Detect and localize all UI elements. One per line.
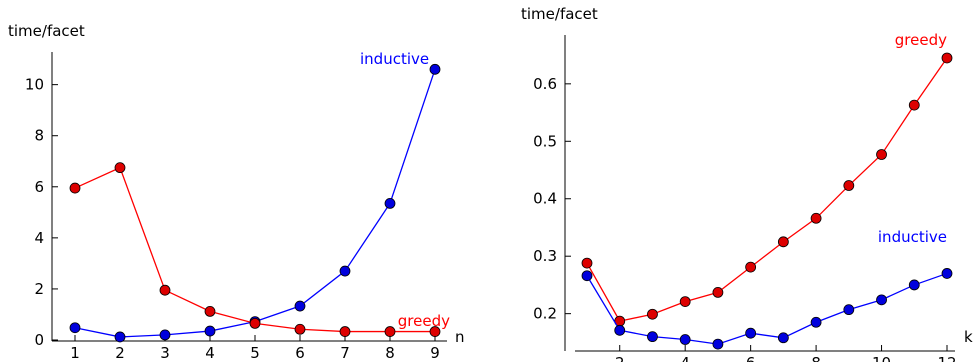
x-tick-label-left: 2: [115, 344, 125, 362]
y-tick-label-left: 4: [34, 229, 44, 247]
x-tick-label-left: 9: [430, 344, 440, 362]
data-point-greedy-right: [941, 52, 953, 64]
x-tick-label-left: 1: [70, 344, 80, 362]
series-label-greedy-left: greedy: [398, 312, 450, 330]
data-point-inductive-right: [908, 279, 920, 291]
data-point-greedy-right: [745, 261, 757, 273]
data-point-greedy-left: [69, 182, 81, 194]
y-tick-label-left: 2: [34, 280, 44, 298]
chart-left-n: time/facet n 1 2 3 4 5 6 7 8 9 0 2 4 6 8 10 inductive gr…: [8, 22, 465, 362]
data-point-greedy-right: [581, 257, 593, 269]
x-tick-label-left: 8: [385, 344, 395, 362]
y-tick-label-right: 0.4: [533, 190, 557, 208]
data-point-greedy-left: [294, 323, 306, 335]
x-axis-title-right: k: [964, 328, 973, 346]
data-point-inductive-left: [69, 322, 81, 334]
series-line-greedy-right: [586, 57, 948, 322]
data-point-greedy-left: [339, 326, 351, 337]
data-point-greedy-left: [114, 162, 126, 174]
data-point-greedy-right: [679, 296, 691, 307]
data-point-inductive-right: [745, 327, 757, 339]
x-tick-label-right: 10: [872, 354, 891, 362]
x-tick-label-left: 3: [160, 344, 170, 362]
data-point-greedy-left: [249, 318, 261, 329]
data-point-inductive-right: [614, 324, 626, 336]
series-label-greedy-right: greedy: [895, 31, 947, 49]
y-tick-label-right: 0.6: [533, 75, 557, 93]
x-tick-label-right: 2: [615, 354, 625, 362]
data-point-greedy-right: [712, 286, 724, 298]
data-point-greedy-right: [777, 236, 789, 248]
data-point-inductive-right: [876, 294, 887, 306]
data-point-inductive-left: [384, 197, 396, 209]
data-point-greedy-right: [876, 149, 887, 160]
series-line-inductive-right: [586, 272, 948, 345]
data-point-inductive-right: [777, 332, 789, 344]
data-point-inductive-right: [941, 268, 953, 279]
data-point-greedy-left: [384, 326, 396, 337]
chart-right-k: time/facet k 2 4 6 8 10 12 0.2 0.3 0.4 0.5 0.6 gree…: [521, 5, 973, 362]
series-label-inductive-right: inductive: [878, 228, 947, 246]
y-axis-title-left: time/facet: [8, 22, 85, 40]
data-point-inductive-right: [843, 304, 855, 316]
y-tick-label-left: 8: [34, 127, 44, 145]
x-axis-title-left: n: [455, 328, 465, 346]
series-label-inductive-left: inductive: [360, 50, 429, 68]
x-tick-label-right: 8: [811, 354, 821, 362]
x-tick-label-left: 4: [205, 344, 215, 362]
data-point-inductive-right: [679, 334, 691, 345]
y-tick-label-left: 0: [34, 331, 44, 349]
data-point-inductive-left: [159, 329, 171, 341]
data-point-inductive-left: [204, 325, 216, 337]
data-point-inductive-left: [339, 265, 351, 277]
data-point-inductive-left: [114, 331, 126, 343]
data-point-inductive-right: [712, 338, 724, 350]
x-tick-label-right: 12: [937, 354, 956, 362]
y-tick-label-right: 0.5: [533, 132, 557, 150]
x-tick-label-right: 4: [680, 354, 690, 362]
data-point-greedy-left: [159, 284, 171, 296]
x-tick-label-left: 6: [295, 344, 305, 362]
x-tick-label-left: 5: [250, 344, 260, 362]
y-axis-title-right: time/facet: [521, 5, 598, 23]
data-point-greedy-right: [843, 180, 855, 191]
data-point-greedy-right: [647, 308, 658, 320]
x-tick-label-left: 7: [340, 344, 350, 362]
y-tick-label-left: 10: [25, 76, 44, 94]
data-point-greedy-left: [429, 326, 441, 337]
data-point-inductive-right: [581, 270, 593, 282]
y-tick-label-right: 0.3: [533, 247, 557, 265]
series-line-greedy-left: [74, 166, 435, 333]
data-point-greedy-right: [908, 99, 920, 111]
data-point-greedy-left: [204, 305, 216, 317]
y-tick-label-left: 6: [34, 178, 44, 196]
series-line-inductive-left: [74, 69, 436, 338]
data-point-greedy-right: [810, 212, 822, 224]
data-point-inductive-right: [810, 316, 822, 328]
data-point-inductive-left: [294, 300, 306, 312]
data-point-inductive-right: [647, 331, 658, 343]
x-tick-label-right: 6: [746, 354, 756, 362]
data-point-inductive-left: [429, 63, 441, 75]
y-tick-label-right: 0.2: [533, 305, 557, 323]
